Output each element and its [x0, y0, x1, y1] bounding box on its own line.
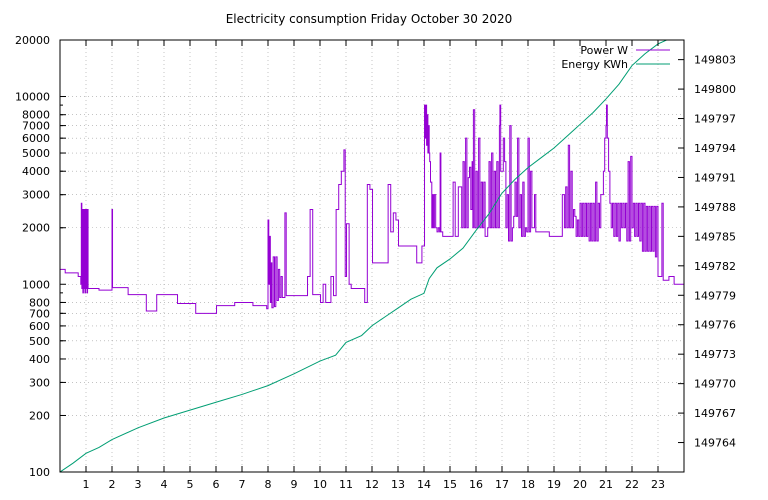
legend-label: Power W — [580, 44, 628, 57]
y-tick-label: 10000 — [15, 91, 50, 104]
y-tick-label: 1000 — [22, 278, 50, 291]
x-tick-label: 23 — [651, 478, 665, 491]
x-tick-label: 17 — [495, 478, 509, 491]
y2-tick-label: 149803 — [694, 54, 736, 67]
y-tick-label: 6000 — [22, 132, 50, 145]
y2-tick-label: 149788 — [694, 201, 736, 214]
x-tick-label: 12 — [365, 478, 379, 491]
x-tick-label: 9 — [291, 478, 298, 491]
y-tick-label: 600 — [29, 320, 50, 333]
y2-tick-label: 149794 — [694, 142, 736, 155]
y-tick-label: 100 — [29, 466, 50, 479]
x-tick-label: 21 — [599, 478, 613, 491]
y-tick-label: 5000 — [22, 147, 50, 160]
y-tick-label: 200 — [29, 409, 50, 422]
y-tick-label: 500 — [29, 335, 50, 348]
grid — [60, 39, 684, 473]
legend-label: Energy KWh — [561, 58, 628, 71]
x-tick-label: 11 — [339, 478, 353, 491]
y2-tick-label: 149797 — [694, 113, 736, 126]
y-axis-right: 149764 149767 149770 149773 149776 149779 1497… — [678, 54, 736, 450]
y2-tick-label: 149776 — [694, 319, 736, 332]
x-tick-label: 18 — [521, 478, 535, 491]
y-tick-label: 20000 — [15, 34, 50, 47]
y-tick-label: 400 — [29, 353, 50, 366]
y2-tick-label: 149767 — [694, 407, 736, 420]
x-tick-label: 8 — [265, 478, 272, 491]
x-tick-label: 20 — [573, 478, 587, 491]
y2-tick-label: 149785 — [694, 230, 736, 243]
x-tick-label: 14 — [417, 478, 431, 491]
x-tick-label: 1 — [83, 478, 90, 491]
y2-tick-label: 149782 — [694, 260, 736, 273]
y2-tick-label: 149800 — [694, 83, 736, 96]
x-tick-label: 7 — [239, 478, 246, 491]
x-tick-label: 13 — [391, 478, 405, 491]
y-tick-label: 7000 — [22, 120, 50, 133]
x-tick-label: 22 — [625, 478, 639, 491]
x-tick-label: 4 — [161, 478, 168, 491]
y2-tick-label: 149770 — [694, 378, 736, 391]
y2-tick-label: 149773 — [694, 348, 736, 361]
series-line — [60, 40, 668, 472]
x-tick-label: 10 — [313, 478, 327, 491]
y-tick-label: 2000 — [22, 222, 50, 235]
x-axis: 1 2 3 4 5 6 7 8 9 10 11 12 13 14 15 16 17 18 19 20 21 22 23 — [83, 40, 665, 491]
series-layer — [60, 40, 684, 472]
x-tick-label: 19 — [547, 478, 561, 491]
y-tick-label: 8000 — [22, 109, 50, 122]
x-tick-label: 2 — [109, 478, 116, 491]
y-tick-label: 300 — [29, 376, 50, 389]
y2-tick-label: 149779 — [694, 289, 736, 302]
y2-tick-label: 149764 — [694, 437, 736, 450]
y-tick-label: 800 — [29, 296, 50, 309]
y-tick-label: 3000 — [22, 189, 50, 202]
x-tick-label: 6 — [213, 478, 220, 491]
x-tick-label: 3 — [135, 478, 142, 491]
series-line — [60, 104, 684, 314]
x-tick-label: 15 — [443, 478, 457, 491]
x-tick-label: 16 — [469, 478, 483, 491]
chart-title: Electricity consumption Friday October 3… — [226, 12, 513, 26]
y2-tick-label: 149791 — [694, 171, 736, 184]
x-tick-label: 5 — [187, 478, 194, 491]
y-tick-label: 4000 — [22, 165, 50, 178]
y-tick-label: 700 — [29, 307, 50, 320]
